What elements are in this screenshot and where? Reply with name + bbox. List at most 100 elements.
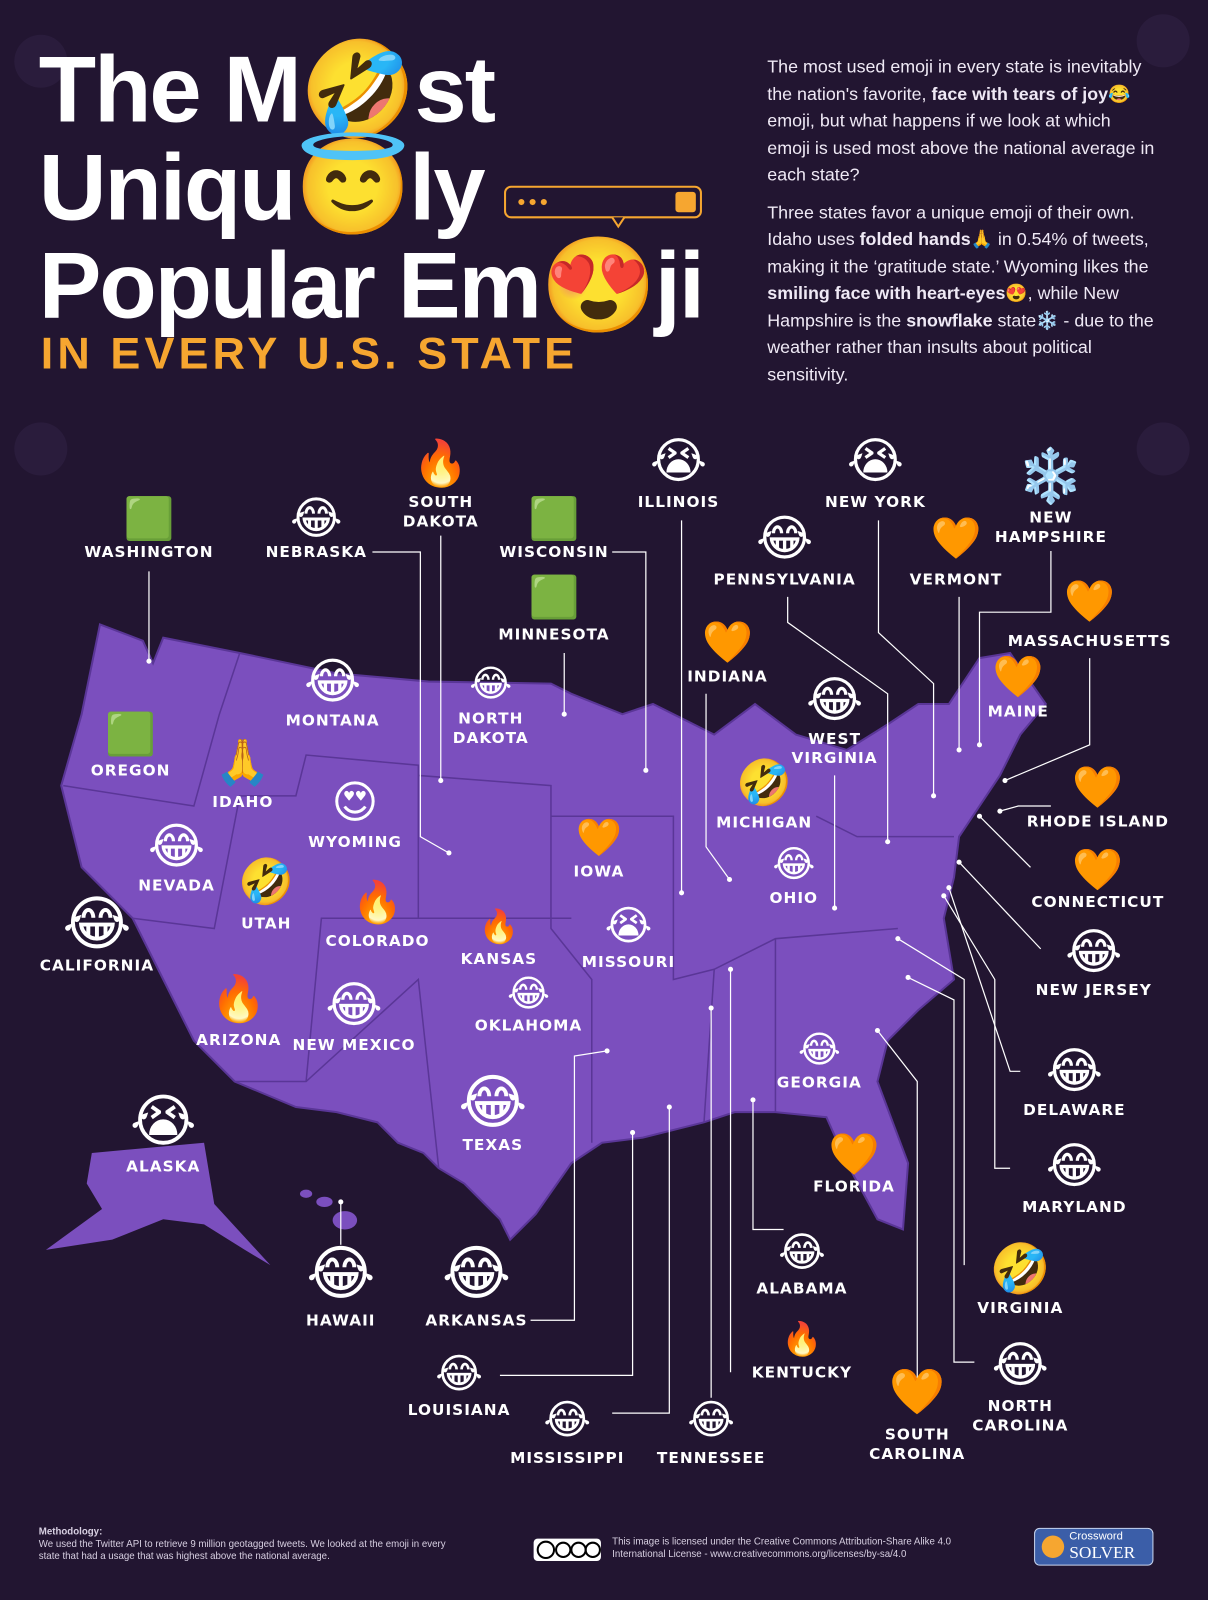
state-emoji: 🤣 bbox=[989, 1240, 1051, 1298]
leader-line bbox=[877, 520, 935, 796]
leader-end bbox=[956, 747, 962, 753]
state-label: VERMONT bbox=[909, 570, 1003, 589]
state-emoji: 🟩 bbox=[528, 574, 580, 622]
leader-end bbox=[438, 777, 444, 784]
state-label: NEBRASKA bbox=[265, 542, 368, 562]
leader-line bbox=[499, 1132, 634, 1376]
state-label: WASHINGTON bbox=[84, 542, 214, 562]
state-label: SOUTH DAKOTA bbox=[402, 492, 479, 531]
intro-text: The most used emoji in every state is in… bbox=[767, 56, 1142, 104]
state-emoji: 😂 bbox=[290, 492, 343, 545]
logo-box bbox=[1034, 1527, 1154, 1566]
state-emoji: 😂 bbox=[62, 888, 132, 959]
logo-top: Crossword bbox=[1069, 1530, 1123, 1543]
leader-end bbox=[997, 808, 1003, 814]
logo-icon bbox=[1041, 1535, 1065, 1558]
leader-end bbox=[931, 793, 937, 799]
state-emoji: 😭 bbox=[604, 902, 653, 950]
state-label: CALIFORNIA bbox=[39, 956, 155, 975]
state-label: TEXAS bbox=[462, 1135, 524, 1154]
leader-lines bbox=[146, 520, 1091, 1414]
state-emoji: ❄️ bbox=[1017, 445, 1084, 508]
state-label: KANSAS bbox=[460, 949, 538, 969]
state-label: NEW MEXICO bbox=[292, 1035, 416, 1054]
state-label: MASSACHUSETTS bbox=[1007, 631, 1172, 650]
state-emoji: 🟩 bbox=[105, 711, 157, 759]
intro-bold: snowflake bbox=[906, 309, 993, 331]
leader-end bbox=[874, 1027, 881, 1034]
methodology: Methodology: We used the Twitter API to … bbox=[39, 1526, 468, 1563]
leader-line bbox=[787, 596, 889, 842]
intro-text: 😍, while New Hampshire is the bbox=[767, 282, 1119, 331]
leader-line bbox=[372, 551, 450, 854]
leader-end bbox=[338, 1199, 344, 1205]
state-emoji: 😂 bbox=[325, 976, 383, 1034]
state-label: ARIZONA bbox=[196, 1030, 282, 1049]
state-label: IDAHO bbox=[212, 792, 274, 812]
state-label: FLORIDA bbox=[813, 1177, 895, 1196]
state-label: HAWAII bbox=[306, 1311, 376, 1330]
leader-end bbox=[832, 905, 838, 911]
state-label: NEW YORK bbox=[824, 492, 926, 512]
intro-text: 🙏 in 0.54% of tweets, making it the ‘gra… bbox=[767, 228, 1149, 276]
state-label: ARKANSAS bbox=[425, 1311, 528, 1330]
leader-end bbox=[750, 1097, 756, 1103]
state-emoji: 😂 bbox=[306, 1238, 376, 1309]
state-label: INDIANA bbox=[687, 667, 768, 686]
leader-end bbox=[895, 936, 901, 942]
leader-line bbox=[999, 805, 1051, 812]
title: The M🤣st Uniqu😇ly Popular Em😍ji bbox=[39, 41, 705, 335]
state-emoji: 😂 bbox=[543, 1396, 592, 1444]
leader-end bbox=[727, 966, 734, 972]
leader-line bbox=[958, 861, 1042, 950]
methodology-text: We used the Twitter API to retrieve 9 mi… bbox=[38, 1538, 446, 1563]
intro-paragraph: The most used emoji in every state is in… bbox=[767, 53, 1155, 188]
leader-end bbox=[561, 711, 567, 717]
state-borders bbox=[63, 652, 954, 1169]
leader-line bbox=[705, 693, 731, 880]
leader-end bbox=[726, 876, 733, 883]
leader-end bbox=[956, 859, 962, 865]
leader-end bbox=[630, 1129, 636, 1136]
state-emoji: 😂 bbox=[458, 1067, 528, 1137]
search-bar bbox=[504, 185, 702, 229]
license: This image is licensed under the Creativ… bbox=[612, 1536, 952, 1561]
leader-line bbox=[530, 1050, 608, 1321]
logo-bottom: SOLVER bbox=[1069, 1542, 1136, 1563]
state-label: VIRGINIA bbox=[977, 1298, 1064, 1318]
state-emoji: 🧡 bbox=[828, 1131, 880, 1179]
state-label: MINNESOTA bbox=[498, 625, 610, 644]
state-label: NEVADA bbox=[138, 876, 215, 895]
leader-end bbox=[905, 974, 911, 980]
state-label: SOUTH CAROLINA bbox=[869, 1425, 966, 1464]
state-label: GEORGIA bbox=[776, 1073, 862, 1092]
state-emoji: 🔥 bbox=[781, 1319, 823, 1359]
leader-line bbox=[876, 1030, 918, 1388]
leader-end bbox=[446, 850, 452, 856]
leader-line bbox=[752, 1099, 784, 1231]
leader-line bbox=[943, 895, 1011, 1169]
methodology-title: Methodology: bbox=[38, 1526, 103, 1538]
state-emoji: 🟩 bbox=[123, 495, 175, 543]
state-emoji: 🤣 bbox=[238, 856, 295, 909]
cc-badge bbox=[533, 1538, 601, 1562]
leader-end bbox=[666, 1104, 672, 1110]
state-label: COLORADO bbox=[325, 931, 430, 950]
state-label: UTAH bbox=[241, 914, 292, 933]
state-emoji: 😂 bbox=[1045, 1137, 1103, 1195]
state-emoji: 😂 bbox=[778, 1229, 826, 1277]
leader-end bbox=[708, 1005, 714, 1011]
state-emoji: 😂 bbox=[1065, 923, 1123, 981]
state-emoji: 🔥 bbox=[478, 907, 520, 946]
intro-text: state❄️ - due to the weather rather than… bbox=[767, 309, 1154, 385]
state-emoji: 🔥 bbox=[210, 973, 267, 1026]
state-label: DELAWARE bbox=[1023, 1100, 1126, 1120]
state-emoji: 😂 bbox=[687, 1396, 735, 1444]
state-emoji: 😭 bbox=[846, 432, 905, 490]
state-label: ALASKA bbox=[126, 1157, 201, 1176]
state-label: NEW HAMPSHIRE bbox=[994, 508, 1107, 546]
state-label: TENNESSEE bbox=[656, 1448, 766, 1468]
leader-end bbox=[604, 1048, 610, 1054]
state-label: MAINE bbox=[987, 701, 1049, 721]
state-label: ILLINOIS bbox=[637, 492, 720, 512]
